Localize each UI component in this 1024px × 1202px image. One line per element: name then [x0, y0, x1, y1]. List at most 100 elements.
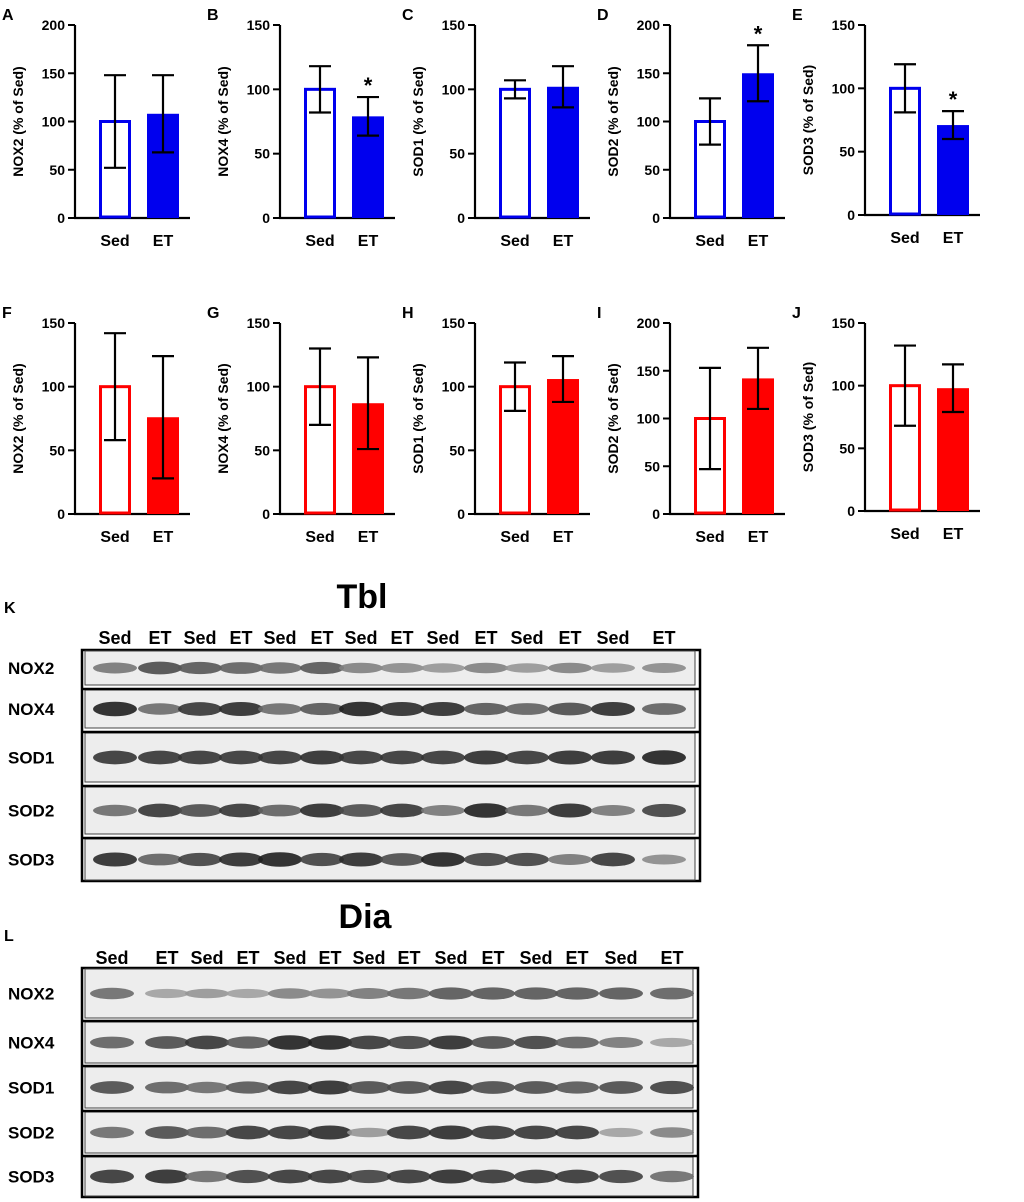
y-axis-label: SOD2 (% of Sed)	[605, 363, 621, 473]
x-category-label: ET	[153, 529, 174, 546]
blot-row-nox2: NOX2	[8, 968, 694, 1019]
protein-band	[429, 1169, 473, 1184]
y-tick-label: 150	[637, 363, 661, 379]
x-category-label: ET	[748, 233, 769, 250]
x-category-label: ET	[358, 233, 379, 250]
blot-row-sod3: SOD3	[8, 836, 700, 881]
protein-band	[548, 750, 592, 765]
lane-label: ET	[397, 948, 420, 968]
chart-panel-f: F NOX2 (% of Sed) 0 50 100 150 Sed ET	[2, 305, 190, 546]
lane-label: ET	[155, 948, 178, 968]
panel-letter: C	[402, 7, 414, 24]
lane-label: ET	[474, 628, 497, 648]
protein-band	[591, 805, 635, 816]
protein-band	[591, 852, 635, 867]
protein-band	[591, 750, 635, 765]
protein-band	[339, 750, 383, 765]
protein-band	[464, 662, 508, 674]
protein-band	[145, 1126, 189, 1139]
protein-band	[185, 1126, 229, 1139]
protein-band	[90, 1036, 134, 1049]
y-tick-label: 0	[847, 503, 855, 519]
blot-row-nox4: NOX4	[8, 687, 700, 729]
x-category-label: ET	[943, 230, 964, 247]
protein-band	[308, 1169, 352, 1184]
lane-label: Sed	[434, 948, 467, 968]
y-tick-label: 100	[637, 114, 661, 130]
protein-band	[505, 663, 549, 673]
y-tick-label: 0	[652, 210, 660, 226]
y-tick-label: 100	[42, 379, 66, 395]
y-tick-label: 150	[637, 65, 661, 81]
x-category-label: ET	[943, 526, 964, 543]
protein-band	[90, 1126, 134, 1139]
protein-band	[387, 987, 431, 1000]
protein-band	[514, 1035, 558, 1050]
protein-band	[650, 1080, 694, 1095]
panel-letter: K	[4, 600, 16, 617]
lane-label: Sed	[510, 628, 543, 648]
protein-band	[421, 701, 465, 717]
protein-band	[471, 1081, 515, 1094]
protein-band	[380, 803, 424, 818]
panel-letter: B	[207, 7, 219, 24]
panel-letter: H	[402, 305, 414, 322]
y-tick-label: 50	[49, 442, 65, 458]
lane-label: Sed	[426, 628, 459, 648]
western-blot-k: Tbl K Sed ET Sed ET Sed ET Sed ET Sed ET Sed ET Sed ET N…	[4, 578, 702, 883]
protein-label: SOD2	[8, 802, 54, 821]
protein-band	[505, 804, 549, 817]
chart-panel-e: E SOD3 (% of Sed) 0 50 100 150 Sed * ET	[792, 7, 980, 247]
protein-band	[380, 662, 424, 674]
protein-band	[145, 1169, 189, 1184]
lane-label: ET	[660, 948, 683, 968]
x-category-label: ET	[748, 529, 769, 546]
protein-band	[505, 852, 549, 867]
protein-band	[145, 1081, 189, 1094]
protein-band	[138, 853, 182, 866]
protein-band	[421, 805, 465, 816]
y-tick-label: 150	[42, 315, 66, 331]
protein-band	[339, 852, 383, 867]
protein-band	[268, 1125, 312, 1140]
protein-band	[219, 701, 263, 717]
y-tick-label: 0	[57, 210, 65, 226]
protein-band	[138, 703, 182, 715]
lane-label: Sed	[519, 948, 552, 968]
significance-asterisk: *	[364, 73, 373, 98]
chart-panel-j: J SOD3 (% of Sed) 0 50 100 150 Sed ET	[792, 305, 980, 543]
protein-band	[268, 1169, 312, 1184]
lane-label: ET	[565, 948, 588, 968]
y-tick-label: 0	[457, 506, 465, 522]
protein-band	[300, 702, 344, 716]
protein-label: SOD3	[8, 1168, 54, 1187]
y-tick-label: 100	[442, 81, 466, 97]
chart-panel-c: C SOD1 (% of Sed) 0 50 100 150 Sed ET	[402, 7, 590, 250]
significance-asterisk: *	[949, 87, 958, 112]
protein-label: NOX2	[8, 985, 54, 1004]
protein-band	[93, 804, 137, 817]
protein-band	[599, 1169, 643, 1184]
lane-label: ET	[390, 628, 413, 648]
y-tick-label: 100	[637, 411, 661, 427]
panel-letter: F	[2, 305, 12, 322]
protein-band	[226, 1169, 270, 1184]
y-tick-label: 100	[247, 379, 271, 395]
protein-band	[464, 750, 508, 765]
protein-band	[380, 750, 424, 765]
protein-band	[514, 1081, 558, 1094]
blot-row-sod1: SOD1	[8, 730, 700, 783]
protein-band	[258, 703, 302, 715]
protein-band	[555, 987, 599, 1000]
blot-row-nox4: NOX4	[8, 1019, 698, 1064]
protein-band	[308, 1035, 352, 1050]
y-axis-label: SOD1 (% of Sed)	[410, 66, 426, 176]
y-tick-label: 150	[442, 315, 466, 331]
protein-band	[429, 1125, 473, 1140]
y-tick-label: 50	[644, 458, 660, 474]
y-axis-label: SOD2 (% of Sed)	[605, 66, 621, 176]
blot-frame	[80, 648, 702, 883]
lane-label: Sed	[263, 628, 296, 648]
protein-band	[308, 1080, 352, 1095]
